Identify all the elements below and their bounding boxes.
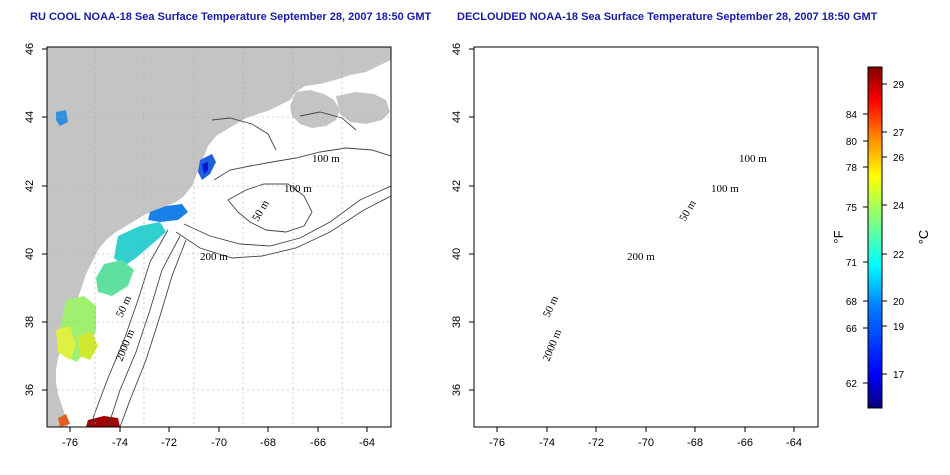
lon-tick-label: -70: [211, 437, 227, 449]
sst-patch-ne: [198, 154, 216, 180]
lon-tick-label: -76: [489, 437, 505, 449]
celsius-tick-label: 26: [893, 153, 905, 164]
fahrenheit-tick-label: 80: [846, 137, 858, 148]
lat-tick-label: 38: [451, 316, 463, 328]
lat-tick-label: 44: [24, 111, 36, 123]
sst-patch-mid: [114, 222, 166, 266]
fahrenheit-tick-label: 71: [846, 258, 858, 269]
lat-tick-label: 42: [451, 180, 463, 192]
contour-label: 2000 m: [114, 327, 138, 363]
sst-patch-mid: [545, 230, 577, 256]
lon-tick-label: -72: [161, 437, 177, 449]
contour-label: 50 m: [250, 198, 272, 224]
celsius-unit-label: °C: [916, 230, 931, 245]
contour-label: 50 m: [541, 294, 561, 320]
lat-tick-label: 46: [24, 43, 36, 55]
sst-patch-south: [523, 416, 533, 427]
celsius-tick-label: 29: [893, 80, 905, 91]
lon-tick-label: -66: [737, 437, 753, 449]
sst-patch-south: [86, 416, 120, 427]
fahrenheit-tick-label: 75: [846, 203, 858, 214]
lat-tick-label: 42: [24, 180, 36, 192]
contour-label: 50 m: [677, 198, 699, 224]
colorbar-gradient: [867, 66, 883, 409]
celsius-tick-label: 27: [893, 128, 905, 139]
lat-tick-label: 40: [451, 248, 463, 260]
contour-label: 200 m: [627, 251, 655, 263]
lat-tick-label: 36: [451, 384, 463, 396]
lon-tick-label: -72: [588, 437, 604, 449]
lon-tick-label: -70: [638, 437, 654, 449]
fahrenheit-tick-label: 62: [846, 379, 858, 390]
lat-tick-label: 38: [24, 316, 36, 328]
celsius-tick-label: 17: [893, 370, 905, 381]
lon-tick-label: -68: [687, 437, 703, 449]
fahrenheit-tick-label: 78: [846, 163, 858, 174]
celsius-tick-label: 19: [893, 322, 905, 333]
lon-tick-label: -74: [112, 437, 128, 449]
contour-label: 200 m: [200, 251, 228, 263]
land-mass: [47, 47, 391, 427]
lon-tick-label: -68: [260, 437, 276, 449]
lat-tick-label: 46: [451, 43, 463, 55]
lon-tick-label: -66: [310, 437, 326, 449]
sst-patch-ne: [627, 156, 641, 178]
contour-label: 50 m: [114, 294, 134, 320]
lon-tick-label: -74: [539, 437, 555, 449]
land-mass: [474, 47, 818, 427]
celsius-tick-label: 20: [893, 297, 905, 308]
contour-label: 100 m: [711, 183, 739, 195]
contour-label: 2000 m: [541, 327, 565, 363]
lat-tick-label: 44: [451, 111, 463, 123]
lon-tick-label: -76: [62, 437, 78, 449]
fahrenheit-tick-label: 66: [846, 324, 858, 335]
lat-tick-label: 40: [24, 248, 36, 260]
map-title-left: RU COOL NOAA-18 Sea Surface Temperature …: [30, 11, 432, 23]
fahrenheit-tick-label: 84: [846, 110, 858, 121]
contour-label: 100 m: [284, 183, 312, 195]
lat-tick-label: 36: [24, 384, 36, 396]
celsius-tick-label: 24: [893, 201, 905, 212]
contour-label: 100 m: [312, 153, 340, 165]
celsius-tick-label: 22: [893, 250, 905, 261]
fahrenheit-unit-label: °F: [831, 230, 846, 243]
fahrenheit-tick-label: 68: [846, 297, 858, 308]
lon-tick-label: -64: [786, 437, 802, 449]
lon-tick-label: -64: [359, 437, 375, 449]
map-title-right: DECLOUDED NOAA-18 Sea Surface Temperatur…: [457, 11, 878, 23]
contour-label: 100 m: [739, 153, 767, 165]
